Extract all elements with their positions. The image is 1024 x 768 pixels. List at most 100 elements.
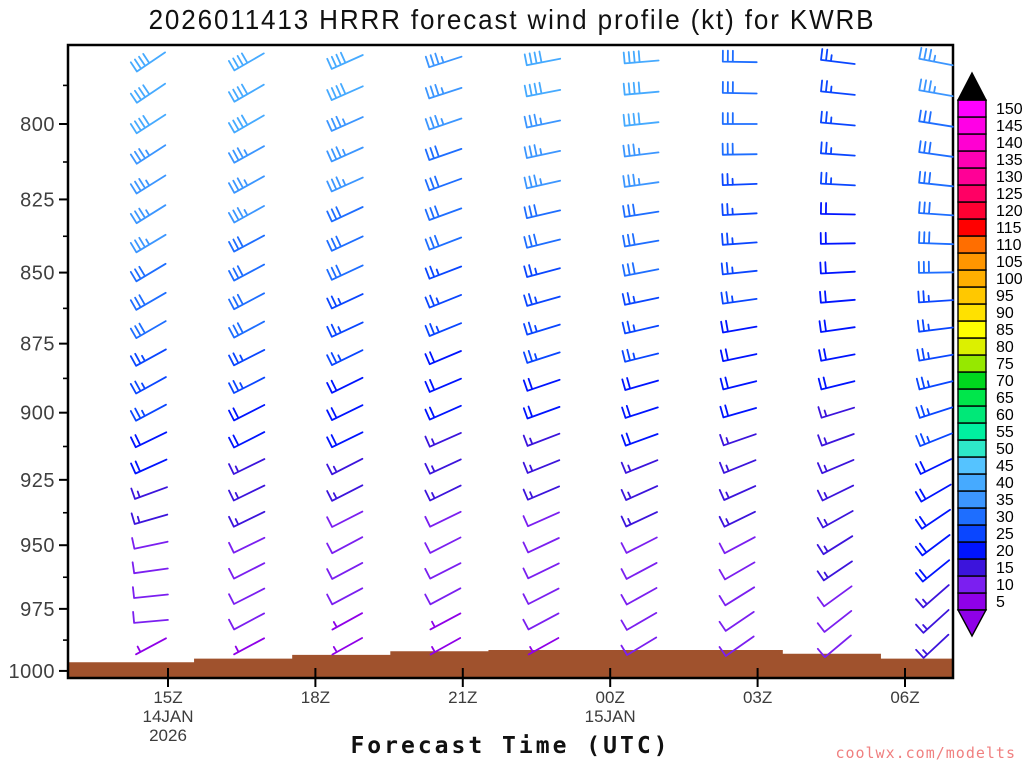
wind-barb	[622, 143, 660, 158]
wind-barb	[621, 432, 659, 447]
wind-barb	[326, 457, 364, 476]
wind-barb	[819, 231, 856, 245]
wind-barb	[129, 174, 167, 195]
wind-barb	[228, 536, 266, 554]
y-tick-label: 900	[20, 403, 55, 425]
wind-barb	[129, 113, 167, 135]
wind-barb	[820, 48, 856, 65]
wind-barb	[326, 115, 364, 132]
colorbar-label: 35	[996, 492, 1014, 509]
barb-column	[228, 52, 266, 656]
colorbar-box	[957, 167, 987, 186]
wind-barb	[721, 203, 758, 216]
terrain-profile	[68, 650, 953, 678]
wind-barb	[326, 349, 364, 366]
wind-barb	[718, 635, 755, 657]
wind-barb	[424, 432, 462, 448]
wind-barb	[424, 536, 462, 554]
colorbar-box	[957, 575, 987, 594]
wind-barb	[424, 205, 463, 221]
wind-barb	[131, 561, 169, 575]
wind-barb	[130, 512, 169, 525]
wind-barb	[914, 534, 951, 557]
wind-barb	[620, 536, 658, 554]
x-tick-label: 03Z	[743, 688, 772, 707]
x-tick-sublabel: 15JAN	[585, 707, 636, 726]
wind-barb	[326, 146, 364, 163]
wind-barb	[429, 637, 462, 656]
wind-barb	[620, 612, 658, 631]
wind-barb	[522, 612, 560, 631]
wind-barb	[129, 262, 167, 283]
wind-barb	[129, 204, 167, 225]
colorbar-label: 70	[996, 373, 1014, 390]
wind-barb	[424, 322, 462, 337]
y-tick-label: 800	[20, 114, 55, 136]
wind-barb	[228, 234, 265, 253]
colorbar-box	[957, 524, 987, 543]
colorbar-box	[957, 371, 987, 390]
wind-barb	[228, 145, 265, 164]
wind-barb	[326, 376, 364, 394]
colorbar-box	[957, 354, 987, 373]
wind-barb	[622, 203, 660, 218]
wind-barb	[523, 144, 561, 159]
wind-barb	[916, 348, 954, 362]
wind-barb	[816, 560, 853, 582]
colorbar-box	[957, 456, 987, 475]
wind-barb	[820, 171, 856, 187]
x-tick-label: 18Z	[301, 688, 330, 707]
wind-barb	[816, 535, 854, 556]
wind-barb	[620, 485, 659, 501]
wind-barb	[228, 587, 266, 605]
colorbar-label: 140	[996, 135, 1023, 152]
colorbar-label: 135	[996, 152, 1023, 169]
colorbar-label: 85	[996, 322, 1014, 339]
colorbar-box	[957, 116, 987, 135]
wind-barb	[918, 170, 954, 188]
colorbar-box	[957, 507, 987, 526]
wind-barb	[720, 291, 758, 305]
colorbar-box	[957, 150, 987, 169]
wind-barb	[523, 293, 561, 307]
colorbar-box	[957, 99, 987, 118]
wind-barb	[129, 320, 167, 339]
colorbar-box	[957, 133, 987, 152]
wind-barb	[132, 586, 169, 599]
colorbar-label: 20	[996, 543, 1014, 560]
colorbar-label: 145	[996, 118, 1023, 135]
colorbar-label: 120	[996, 203, 1023, 220]
wind-barb	[818, 319, 856, 333]
x-tick-label: 06Z	[890, 688, 919, 707]
wind-barb	[918, 201, 954, 217]
wind-barb	[331, 612, 363, 631]
wind-barb	[523, 81, 562, 98]
colorbar-label: 10	[996, 577, 1014, 594]
wind-barb	[228, 263, 265, 282]
wind-barb	[621, 348, 659, 363]
wind-barb	[820, 110, 856, 127]
wind-barb	[819, 290, 856, 304]
wind-barb	[228, 52, 265, 72]
colorbar-label: 150	[996, 101, 1023, 118]
wind-barb	[918, 109, 954, 128]
wind-barb	[620, 459, 659, 474]
wind-barb	[523, 321, 561, 336]
wind-barb	[816, 610, 853, 633]
wind-barb	[820, 79, 856, 96]
wind-barb	[622, 233, 660, 248]
wind-barb	[424, 510, 462, 528]
wind-barb	[326, 235, 364, 252]
wind-barb	[915, 376, 954, 391]
wind-barb	[424, 484, 462, 502]
wind-barb	[915, 609, 950, 634]
wind-barb	[718, 611, 755, 632]
wind-barb	[228, 510, 266, 528]
wind-barb	[817, 433, 855, 447]
colorbar-label: 45	[996, 458, 1014, 475]
wind-barb	[424, 562, 462, 580]
wind-barb	[129, 51, 166, 73]
colorbar-box	[957, 439, 987, 458]
wind-barb	[718, 510, 756, 528]
wind-barb	[228, 458, 266, 475]
